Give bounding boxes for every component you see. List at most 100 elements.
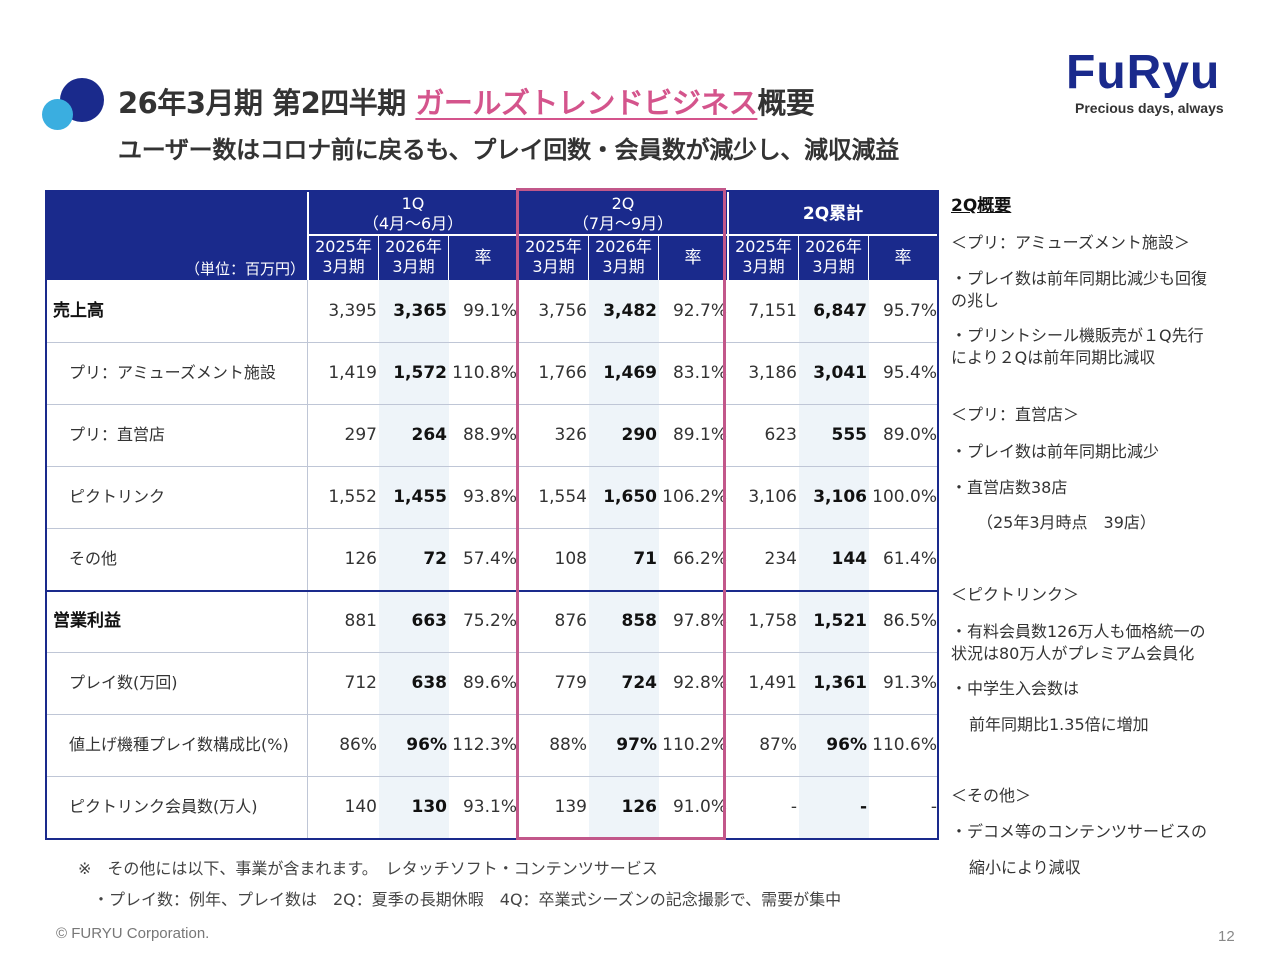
cell-value: 724 xyxy=(621,673,658,693)
col-header: 2025年 3月期 xyxy=(735,237,792,276)
cell-value: 86.5% xyxy=(882,611,937,631)
cell-value: 126 xyxy=(344,549,377,569)
summary-line: ・プリントシール機販売が１Q先行 xyxy=(951,326,1204,345)
table-row: 値上げ機種プレイ数構成比(%) 86% 96% 112.3% 88% 97% 110.2% 8… xyxy=(47,714,937,776)
cell-value: 881 xyxy=(344,611,377,631)
highlight-column-2q xyxy=(589,280,659,838)
cell-value: 100.0% xyxy=(872,487,937,507)
row-label: プリ：アミューズメント施設 xyxy=(69,363,276,382)
cell-value: 91.3% xyxy=(882,673,937,693)
cell-value: 110.2% xyxy=(662,735,727,755)
cell-value: 66.2% xyxy=(672,549,727,569)
unit-label: （単位：百万円） xyxy=(184,260,305,278)
cell-value: 57.4% xyxy=(462,549,517,569)
cell-value: 3,041 xyxy=(813,363,867,383)
summary-line: ・直営店数38店 xyxy=(951,478,1068,497)
cell-value: 1,521 xyxy=(813,611,867,631)
col-header: 2026年 3月期 xyxy=(595,237,652,276)
logo-wordmark: FuRyu xyxy=(1066,46,1221,99)
cell-value: 106.2% xyxy=(662,487,727,507)
summary-line: （25年3月時点 39店） xyxy=(977,513,1156,532)
cell-value: 140 xyxy=(344,797,377,817)
cell-value: 712 xyxy=(344,673,377,693)
cell-value: 91.0% xyxy=(672,797,727,817)
highlight-column-cum xyxy=(799,280,869,838)
cell-value: 290 xyxy=(621,425,658,445)
cell-value: 95.7% xyxy=(882,301,937,321)
cell-value: 6,847 xyxy=(813,301,867,321)
cell-value: - xyxy=(930,797,937,817)
summary-line: ＜プリ：直営店＞ xyxy=(951,405,1080,424)
cell-value: - xyxy=(859,797,867,817)
cell-value: 3,482 xyxy=(603,301,657,321)
cell-value: 93.8% xyxy=(462,487,517,507)
cell-value: 1,650 xyxy=(603,487,657,507)
table-row: プリ：直営店 297 264 88.9% 326 290 89.1% 623 555 89.0% xyxy=(47,404,937,466)
col-header: 2025年 3月期 xyxy=(525,237,582,276)
summary-line: ・プレイ数は前年同期比減少 xyxy=(951,442,1160,461)
cell-value: 86% xyxy=(339,735,377,755)
cell-value: 876 xyxy=(554,611,587,631)
cell-value: 3,395 xyxy=(328,301,377,321)
row-label: その他 xyxy=(69,549,118,568)
q2-highlight-frame xyxy=(516,188,726,840)
cell-value: 75.2% xyxy=(462,611,517,631)
cell-value: 108 xyxy=(554,549,587,569)
cell-value: 88% xyxy=(549,735,587,755)
summary-line: ・中学生入会数は xyxy=(951,679,1080,698)
cell-value: 1,469 xyxy=(603,363,657,383)
logo-tagline: Precious days, always xyxy=(1075,100,1224,116)
cell-value: 623 xyxy=(764,425,797,445)
col-header: 率 xyxy=(894,248,912,268)
cell-value: 126 xyxy=(621,797,658,817)
cell-value: 638 xyxy=(411,673,448,693)
cell-value: 326 xyxy=(554,425,587,445)
col-header: 2026年 3月期 xyxy=(385,237,442,276)
cell-value: 663 xyxy=(411,611,448,631)
cell-value: 110.8% xyxy=(452,363,517,383)
cell-value: 3,756 xyxy=(538,301,587,321)
cell-value: 234 xyxy=(764,549,797,569)
cell-value: 97.8% xyxy=(672,611,727,631)
cell-value: 89.1% xyxy=(672,425,727,445)
cell-value: 110.6% xyxy=(872,735,937,755)
summary-line: 縮小により減収 xyxy=(969,858,1081,877)
cell-value: 1,361 xyxy=(813,673,867,693)
cell-value: 95.4% xyxy=(882,363,937,383)
row-label: 営業利益 xyxy=(53,611,121,631)
summary-line: 状況は80万人がプレミアム会員化 xyxy=(951,644,1195,663)
table-row: その他 126 72 57.4% 108 71 66.2% 234 144 61.4% xyxy=(47,528,937,590)
cell-value: 72 xyxy=(423,549,447,569)
cell-value: 264 xyxy=(411,425,448,445)
summary-line: ＜その他＞ xyxy=(951,786,1032,805)
table-row: 売上高 3,395 3,365 99.1% 3,756 3,482 92.7% 7,151 6,… xyxy=(47,280,937,342)
cell-value: 858 xyxy=(621,611,658,631)
summary-line: ・プレイ数は前年同期比減少も回復 xyxy=(951,269,1208,288)
table-row: ピクトリンク 1,552 1,455 93.8% 1,554 1,650 106.2% 3,1… xyxy=(47,466,937,528)
cell-value: 7,151 xyxy=(748,301,797,321)
cell-value: - xyxy=(790,797,797,817)
cell-value: 92.7% xyxy=(672,301,727,321)
cell-value: 555 xyxy=(831,425,868,445)
group-header-2q: 2Q （7月～9月） xyxy=(572,194,674,233)
table-row: ピクトリンク会員数(万人) 140 130 93.1% 139 126 91.0% - - - xyxy=(47,776,937,838)
row-label: 売上高 xyxy=(53,301,104,321)
summary-line: により２Qは前年同期比減収 xyxy=(951,348,1156,367)
cell-value: 92.8% xyxy=(672,673,727,693)
summary-line: ＜プリ：アミューズメント施設＞ xyxy=(951,233,1190,252)
page-subtitle: ユーザー数はコロナ前に戻るも、プレイ回数・会員数が減少し、減収減益 xyxy=(118,136,899,164)
cell-value: 61.4% xyxy=(882,549,937,569)
cell-value: 1,552 xyxy=(328,487,377,507)
cell-value: 1,419 xyxy=(328,363,377,383)
copyright: © FURYU Corporation. xyxy=(56,925,210,942)
cell-value: 1,572 xyxy=(393,363,447,383)
cell-value: 96% xyxy=(826,735,867,755)
cell-value: 71 xyxy=(633,549,657,569)
cell-value: 3,106 xyxy=(748,487,797,507)
col-header: 率 xyxy=(474,248,492,268)
col-header: 率 xyxy=(684,248,702,268)
group-header-1q: 1Q （4月～6月） xyxy=(362,194,464,233)
results-table: （単位：百万円） 1Q （4月～6月） 2Q （7月～9月） 2Q累計 2025年 3… xyxy=(45,190,939,840)
table-header: （単位：百万円） 1Q （4月～6月） 2Q （7月～9月） 2Q累計 2025年 3… xyxy=(47,192,937,280)
decor-circle-blue xyxy=(42,99,73,130)
